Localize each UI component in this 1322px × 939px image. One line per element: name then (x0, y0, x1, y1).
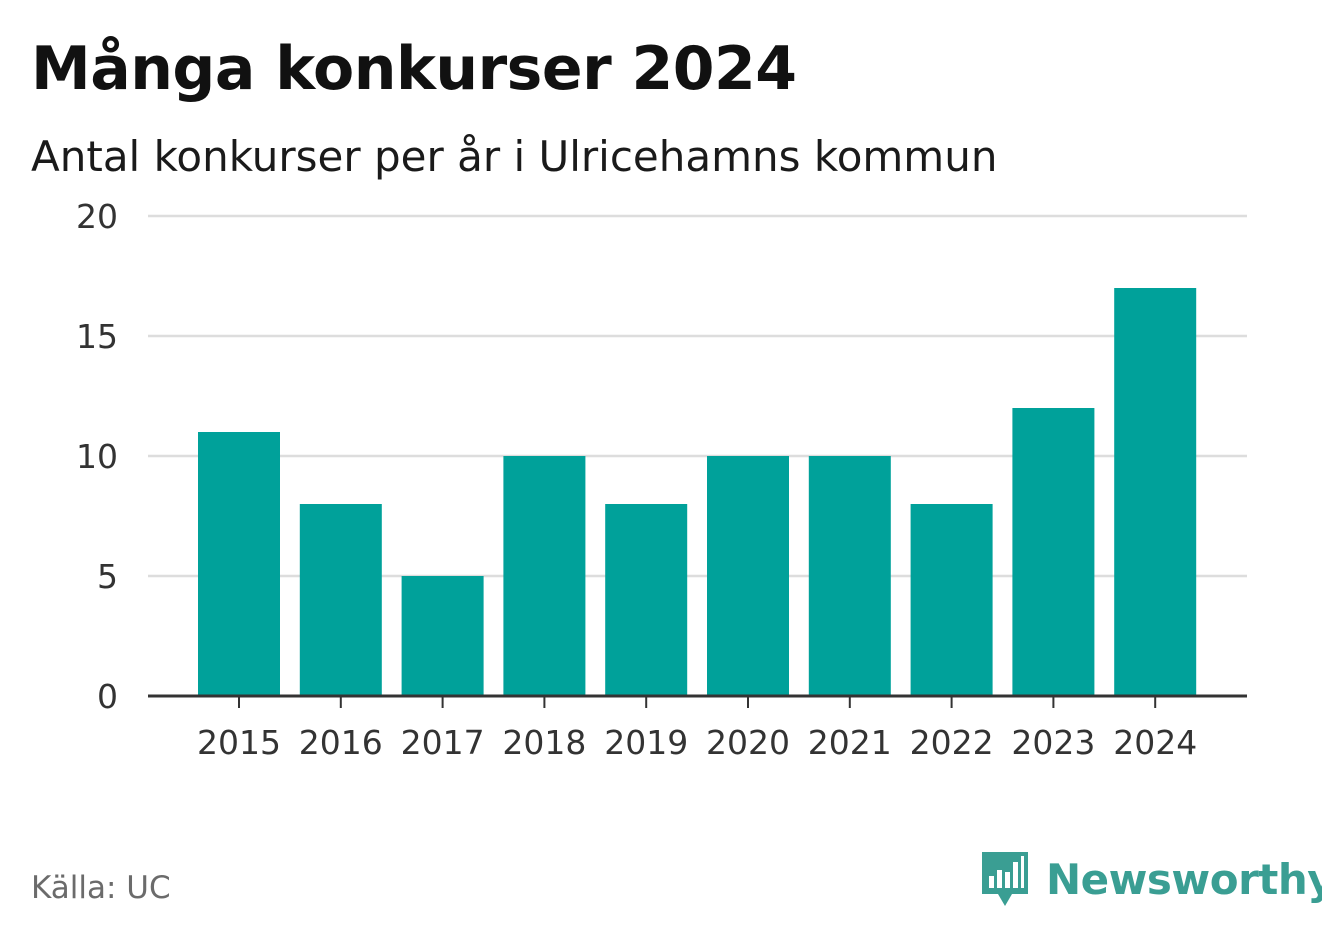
x-tick-label: 2017 (401, 723, 485, 762)
y-tick-label: 0 (97, 677, 118, 716)
bar-2020 (707, 456, 789, 696)
x-tick-label: 2018 (502, 723, 586, 762)
x-tick-label: 2019 (604, 723, 688, 762)
bar-2015 (198, 432, 280, 696)
x-tick-label: 2023 (1011, 723, 1095, 762)
chart-title: Många konkurser 2024 (31, 34, 797, 104)
x-tick-label: 2024 (1113, 723, 1197, 762)
brand-logo: Newsworthy (980, 848, 1322, 910)
bar-chart: 0 5 10 15 20 2015 2016 2017 2018 2019 2020 2021 2022… (76, 197, 1247, 762)
y-tick-label: 20 (76, 197, 118, 236)
brand-name: Newsworthy (1046, 854, 1322, 904)
bar-2017 (401, 576, 484, 696)
source-note: Källa: UC (31, 870, 171, 906)
x-tick-label: 2016 (299, 723, 383, 762)
x-tick-label: 2021 (808, 723, 892, 762)
bar-2018 (503, 456, 586, 696)
newsworthy-logo-icon (982, 852, 1028, 906)
bar-2022 (910, 504, 993, 696)
bar-2024 (1114, 288, 1197, 696)
y-tick-label: 15 (76, 317, 118, 356)
x-tick-label: 2022 (910, 723, 994, 762)
bar-2016 (299, 504, 382, 696)
bar-2019 (605, 504, 688, 696)
x-tick-label: 2015 (197, 723, 281, 762)
y-tick-label: 10 (76, 437, 118, 476)
y-tick-label: 5 (97, 557, 118, 596)
bar-2023 (1012, 408, 1095, 696)
chart-subtitle: Antal konkurser per år i Ulricehamns kom… (31, 132, 998, 181)
x-tick-label: 2020 (706, 723, 790, 762)
bar-2021 (808, 456, 891, 696)
